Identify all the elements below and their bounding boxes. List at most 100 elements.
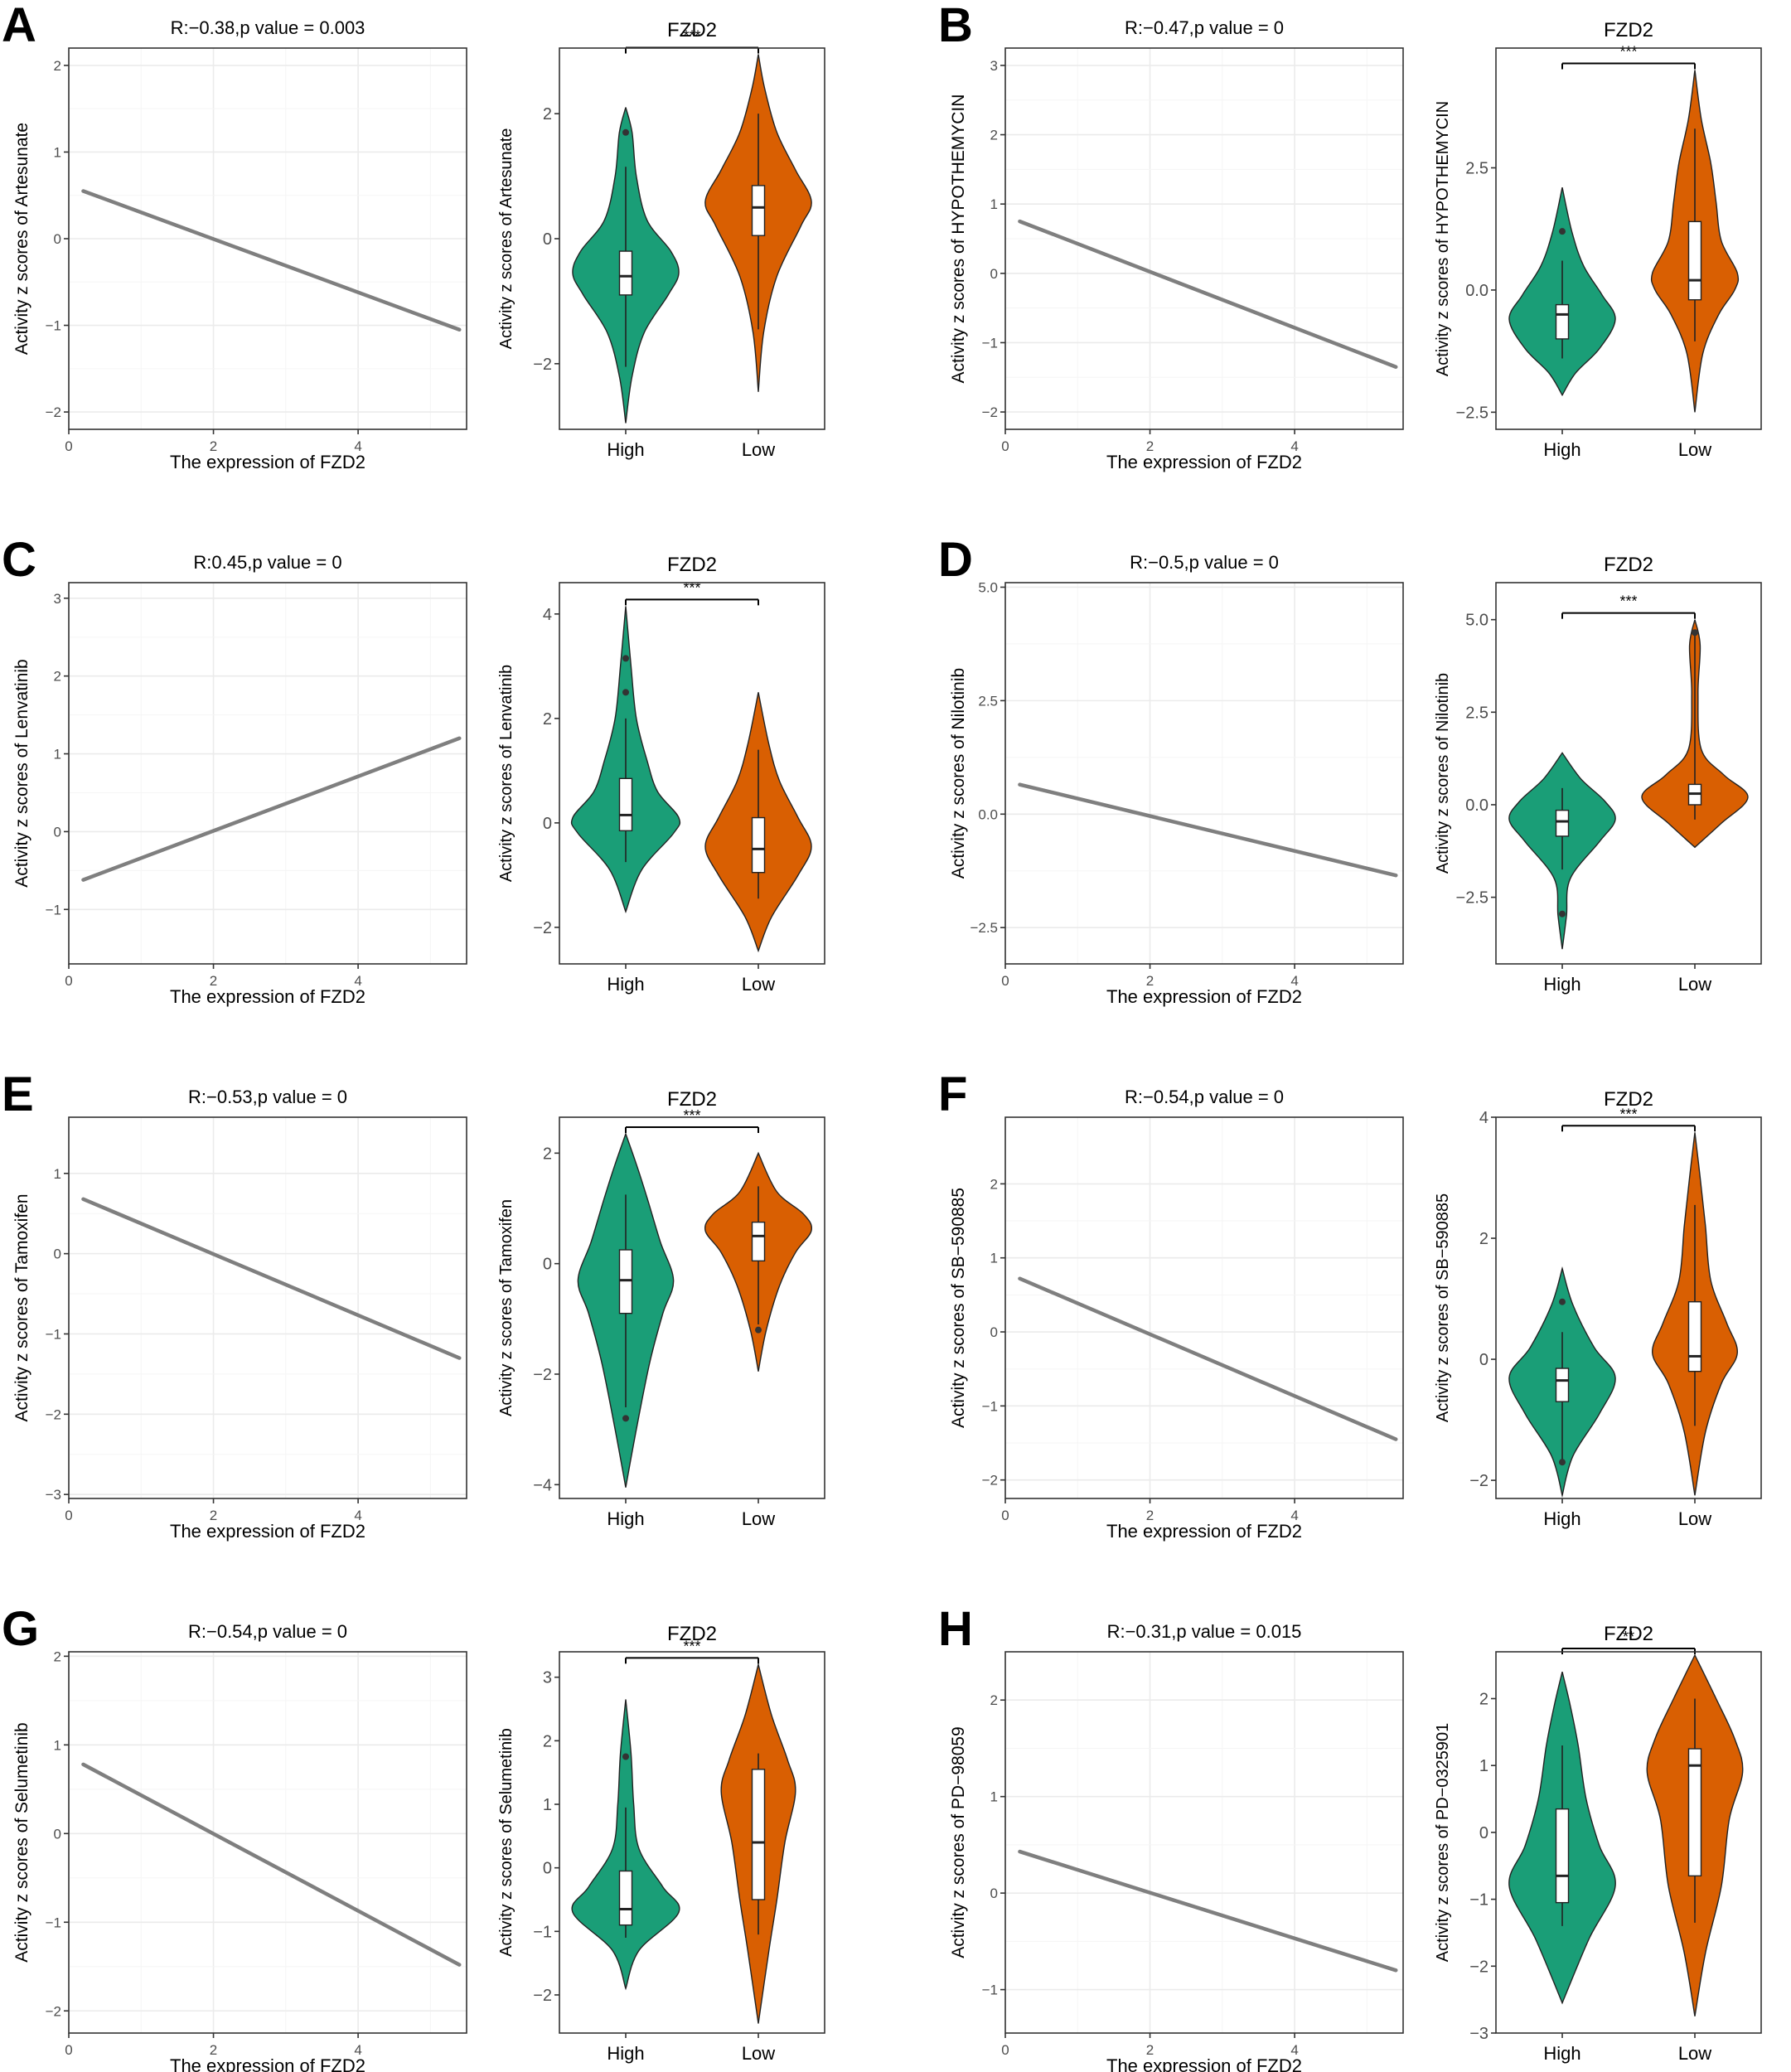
- box-iqr: [751, 185, 766, 236]
- y-tick-label: 2: [990, 128, 998, 143]
- category-label: High: [607, 974, 644, 995]
- y-tick-label: −1: [982, 335, 998, 351]
- panel-a: A 0 2 4 −2 −1 0 1 2 R:−0.38,p value = 0.003 The ex…: [2, 0, 825, 472]
- significance-label: ***: [683, 1107, 700, 1124]
- plot-background: [559, 583, 825, 964]
- outlier-point: [622, 1415, 629, 1422]
- box-iqr: [1555, 1368, 1570, 1402]
- plot-frame: [1004, 1651, 1404, 2034]
- x-tick-label: 2: [1146, 2042, 1154, 2058]
- violin-low: [1641, 619, 1749, 849]
- scatter-x-label: The expression of FZD2: [170, 452, 365, 472]
- scatter-title: R:−0.53,p value = 0: [188, 1087, 347, 1107]
- regression-line: [1018, 1276, 1398, 1441]
- panel-letter: D: [938, 533, 973, 587]
- y-tick-label: −3: [1469, 2025, 1488, 2043]
- significance-label: ***: [1619, 1106, 1637, 1122]
- scatter-plot: 0 2 4 −2 −1 0 1 2 3 R:−0.47,p value = 0 The expres…: [949, 17, 1404, 472]
- y-tick-label: 2: [543, 105, 552, 123]
- scatter-plot: 0 2 4 −3 −2 −1 0 1 R:−0.53,p value = 0 The expres…: [12, 1087, 467, 1542]
- y-tick-label: 1: [54, 144, 61, 160]
- x-tick-label: 0: [65, 1508, 72, 1523]
- violin-title: FZD2: [667, 19, 717, 41]
- category-label: High: [1543, 2043, 1580, 2064]
- scatter-title: R:−0.54,p value = 0: [188, 1621, 347, 1642]
- y-tick-label: −3: [46, 1487, 61, 1503]
- y-tick-label: 2: [543, 1145, 552, 1163]
- box-iqr: [618, 1870, 633, 1926]
- y-tick-label: 0: [990, 266, 998, 282]
- category-label: Low: [1678, 439, 1711, 460]
- outlier-point: [622, 655, 629, 662]
- scatter-x-label: The expression of FZD2: [170, 1521, 365, 1542]
- violin-low: [704, 1151, 813, 1372]
- y-tick-label: 5.0: [1465, 612, 1488, 630]
- scatter-y-label: Activity z scores of Lenvatinib: [12, 659, 31, 887]
- scatter-x-label: The expression of FZD2: [170, 2055, 365, 2072]
- y-tick-label: −1: [46, 318, 61, 334]
- plot-frame: [1495, 582, 1762, 965]
- outlier-point: [622, 689, 629, 696]
- x-tick-label: 2: [210, 438, 217, 454]
- panel-letter: G: [2, 1602, 39, 1656]
- category-label: High: [607, 439, 644, 460]
- y-tick-label: 0: [543, 230, 552, 249]
- scatter-plot: 0 2 4 −2 −1 0 1 2 R:−0.54,p value = 0 The express…: [12, 1621, 467, 2072]
- scatter-y-label: Activity z scores of Nilotinib: [949, 668, 968, 879]
- x-tick-label: 4: [1290, 438, 1298, 454]
- plot-background: [69, 583, 467, 964]
- y-tick-label: 1: [54, 1737, 61, 1753]
- box-iqr: [618, 1249, 633, 1314]
- scatter-y-label: Activity z scores of Artesunate: [12, 123, 31, 355]
- y-tick-label: 2: [990, 1176, 998, 1192]
- box-iqr: [1687, 220, 1702, 301]
- y-tick-label: 0: [990, 1324, 998, 1340]
- x-tick-label: 4: [1290, 1508, 1298, 1523]
- y-tick-label: 4: [543, 606, 552, 624]
- scatter-title: R:−0.5,p value = 0: [1130, 552, 1279, 573]
- panel-g: G 0 2 4 −2 −1 0 1 2 R:−0.54,p value = 0 The expres…: [2, 1602, 825, 2072]
- violin-title: FZD2: [1604, 19, 1653, 41]
- scatter-y-label: Activity z scores of SB−590885: [949, 1188, 968, 1428]
- box-iqr: [1555, 809, 1570, 837]
- y-tick-label: −2.5: [1456, 889, 1488, 908]
- x-tick-label: 2: [210, 2042, 217, 2058]
- violin-low: [720, 1662, 796, 2024]
- violin-low: [1646, 1653, 1744, 2016]
- outlier-point: [1559, 228, 1566, 235]
- y-tick-label: −1: [982, 1982, 998, 1998]
- y-tick-label: 0.0: [1465, 796, 1488, 815]
- plot-frame: [1004, 1116, 1404, 1499]
- violin-y-label: Activity z scores of HYPOTHEMYCIN: [1434, 101, 1452, 376]
- box-iqr: [1687, 1748, 1702, 1877]
- violin-low: [1652, 1132, 1738, 1496]
- scatter-plot: 0 2 4 −2.5 0.0 2.5 5.0 R:−0.5,p value = 0 The ex…: [949, 552, 1404, 1007]
- outlier-point: [1692, 629, 1698, 637]
- violin-plot: High Low ** −3 −2 −1 0 1 2 FZD2 Activity z scores …: [1434, 1623, 1762, 2064]
- plot-background: [69, 1117, 467, 1498]
- y-tick-label: −2: [982, 1473, 998, 1489]
- regression-line: [81, 189, 462, 332]
- y-tick-label: 0.0: [1465, 282, 1488, 300]
- panel-e: E 0 2 4 −3 −2 −1 0 1 R:−0.53,p value = 0 The expre…: [2, 1067, 825, 1542]
- significance-label: ***: [1619, 44, 1637, 61]
- significance-bracket: ***: [625, 1107, 759, 1133]
- panel-letter: E: [2, 1067, 34, 1121]
- violin-y-label: Activity z scores of PD−0325901: [1434, 1723, 1452, 1962]
- scatter-title: R:−0.38,p value = 0.003: [171, 17, 365, 38]
- violin-title: FZD2: [1604, 554, 1653, 576]
- x-tick-label: 0: [1001, 1508, 1009, 1523]
- y-tick-label: −2: [533, 1987, 552, 2005]
- violin-high: [577, 1131, 675, 1488]
- plot-background: [1496, 48, 1761, 429]
- violin-title: FZD2: [667, 554, 717, 576]
- y-tick-label: −1: [46, 1326, 61, 1342]
- y-tick-label: 0.0: [978, 806, 998, 822]
- violin-high: [572, 107, 680, 424]
- outlier-point: [1559, 1459, 1566, 1466]
- category-label: Low: [742, 439, 775, 460]
- y-tick-label: −2: [982, 404, 998, 420]
- outlier-point: [1559, 910, 1566, 917]
- plot-background: [1496, 1117, 1761, 1498]
- plot-frame: [1495, 1116, 1762, 1499]
